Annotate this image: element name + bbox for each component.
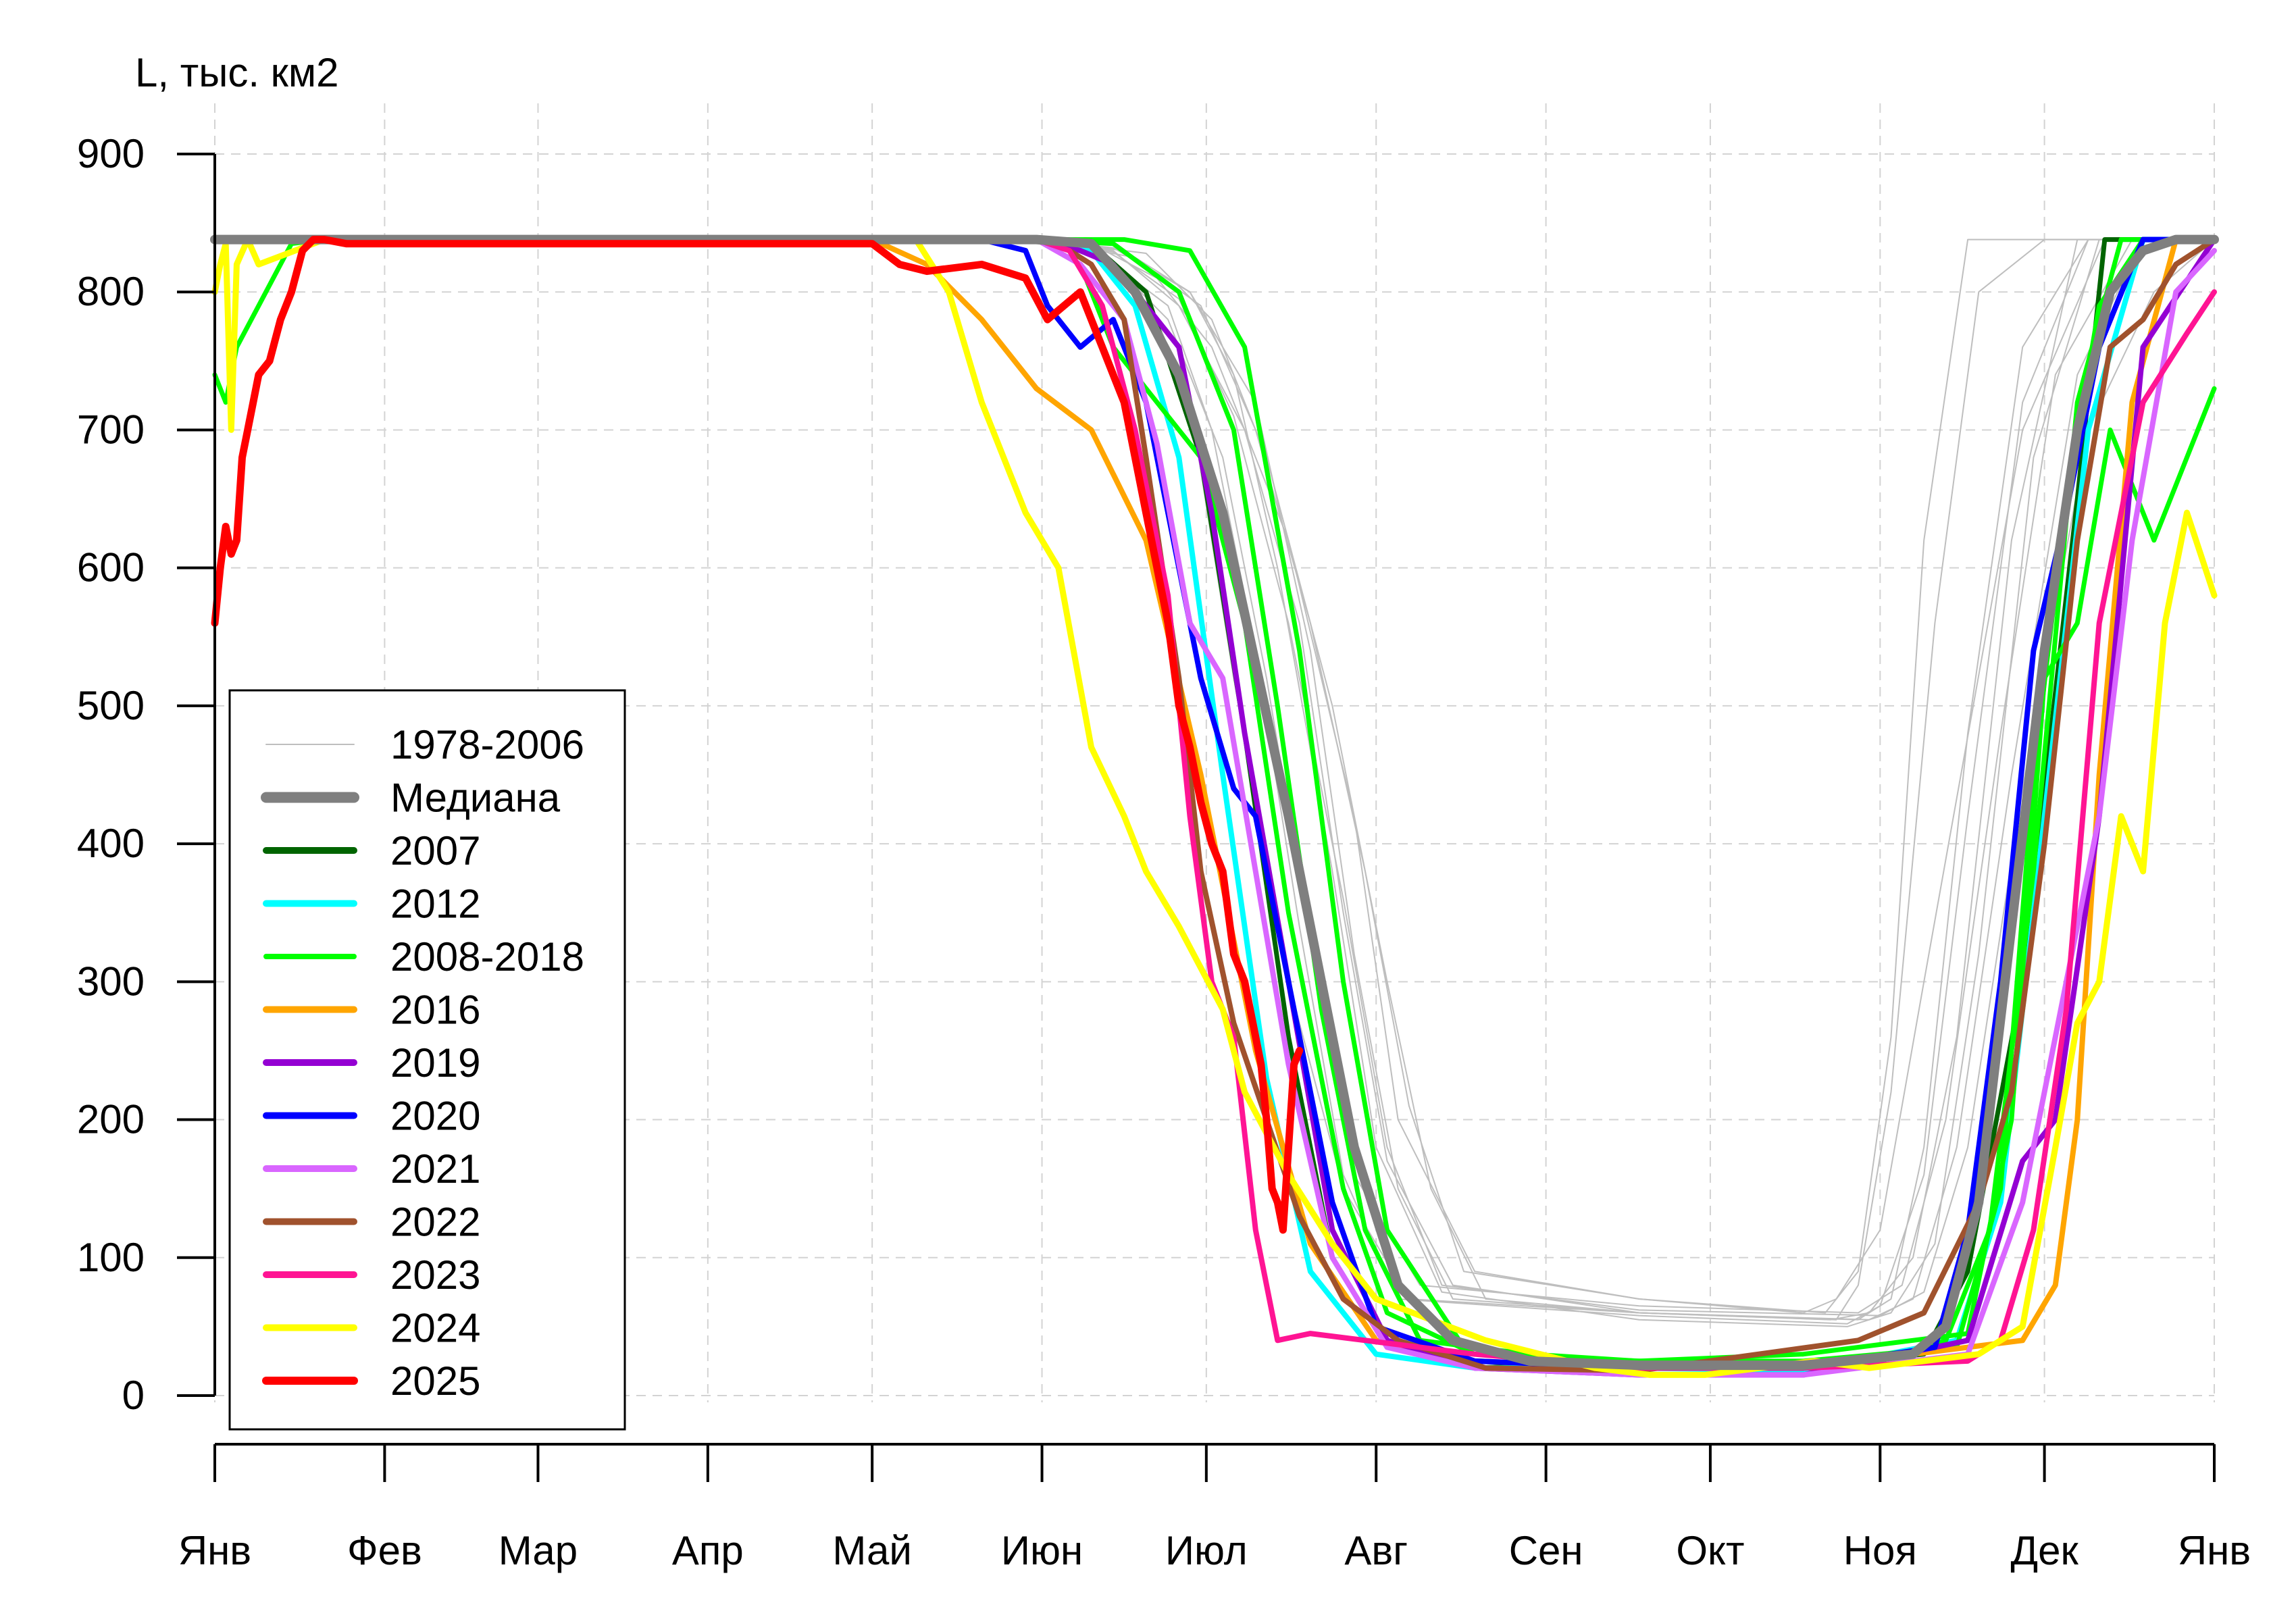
x-tick-label-4: Май [832,1528,912,1573]
y-tick-label-1: 100 [77,1235,145,1280]
x-tick-label-10: Ноя [1843,1528,1917,1573]
legend-label-3: 2012 [390,882,480,927]
y-axis-title: L, тыс. км2 [135,50,339,95]
x-tick-label-0: Янв [178,1528,251,1573]
x-tick-label-2: Мар [499,1528,578,1573]
legend-label-12: 2025 [390,1358,480,1404]
legend: 1978-2006 Медиана 2007 2012 2008-2018 2016 201… [228,689,626,1431]
legend-label-4: 2008-2018 [390,934,584,979]
series-line-15 [212,236,2217,1371]
series-line-18 [212,236,2217,1378]
legend-label-0: 1978-2006 [390,722,584,767]
x-axis: Янв Фев Мар Апр Май Июн Июл Авг Сен Окт Ноя Дек Янв [178,1443,2251,1573]
y-tick-label-7: 700 [77,407,145,452]
x-tick-label-7: Авг [1344,1528,1408,1573]
x-tick-label-6: Июл [1165,1528,1248,1573]
y-tick-label-9: 900 [77,131,145,176]
legend-label-2: 2007 [390,828,480,873]
legend-label-1: Медиана [390,775,561,821]
y-tick-label-0: 0 [122,1373,145,1418]
legend-label-8: 2021 [390,1146,480,1192]
series-line-20 [212,236,2217,1371]
x-tick-label-12: Янв [2178,1528,2251,1573]
x-tick-label-3: Апр [672,1528,744,1573]
x-tick-label-5: Июн [1001,1528,1083,1573]
series-line-14 [212,237,2217,1371]
series-line-2 [214,238,2215,1327]
y-tick-label-5: 500 [77,683,145,728]
legend-label-7: 2020 [390,1094,480,1139]
y-axis: 0 100 200 300 400 500 600 700 800 900 [77,131,216,1418]
legend-label-11: 2024 [390,1306,480,1351]
series-line-22 [210,234,2219,1371]
series-line-19 [212,236,2217,1374]
series-line-16 [212,236,2217,1378]
legend-label-6: 2019 [390,1040,480,1086]
y-tick-label-8: 800 [77,269,145,314]
y-tick-label-6: 600 [77,545,145,590]
x-tick-label-9: Окт [1676,1528,1744,1573]
legend-label-10: 2023 [390,1252,480,1298]
series-line-7 [214,238,2215,1321]
y-tick-label-3: 300 [77,959,145,1004]
y-tick-label-4: 400 [77,821,145,866]
series-line-23 [211,236,1304,1234]
legend-label-9: 2022 [390,1200,480,1245]
x-tick-label-8: Сен [1509,1528,1583,1573]
x-tick-label-1: Фев [347,1528,422,1573]
legend-label-5: 2016 [390,988,480,1033]
x-tick-label-11: Дек [2010,1528,2078,1573]
series-layer [210,234,2219,1378]
y-tick-label-2: 200 [77,1097,145,1142]
